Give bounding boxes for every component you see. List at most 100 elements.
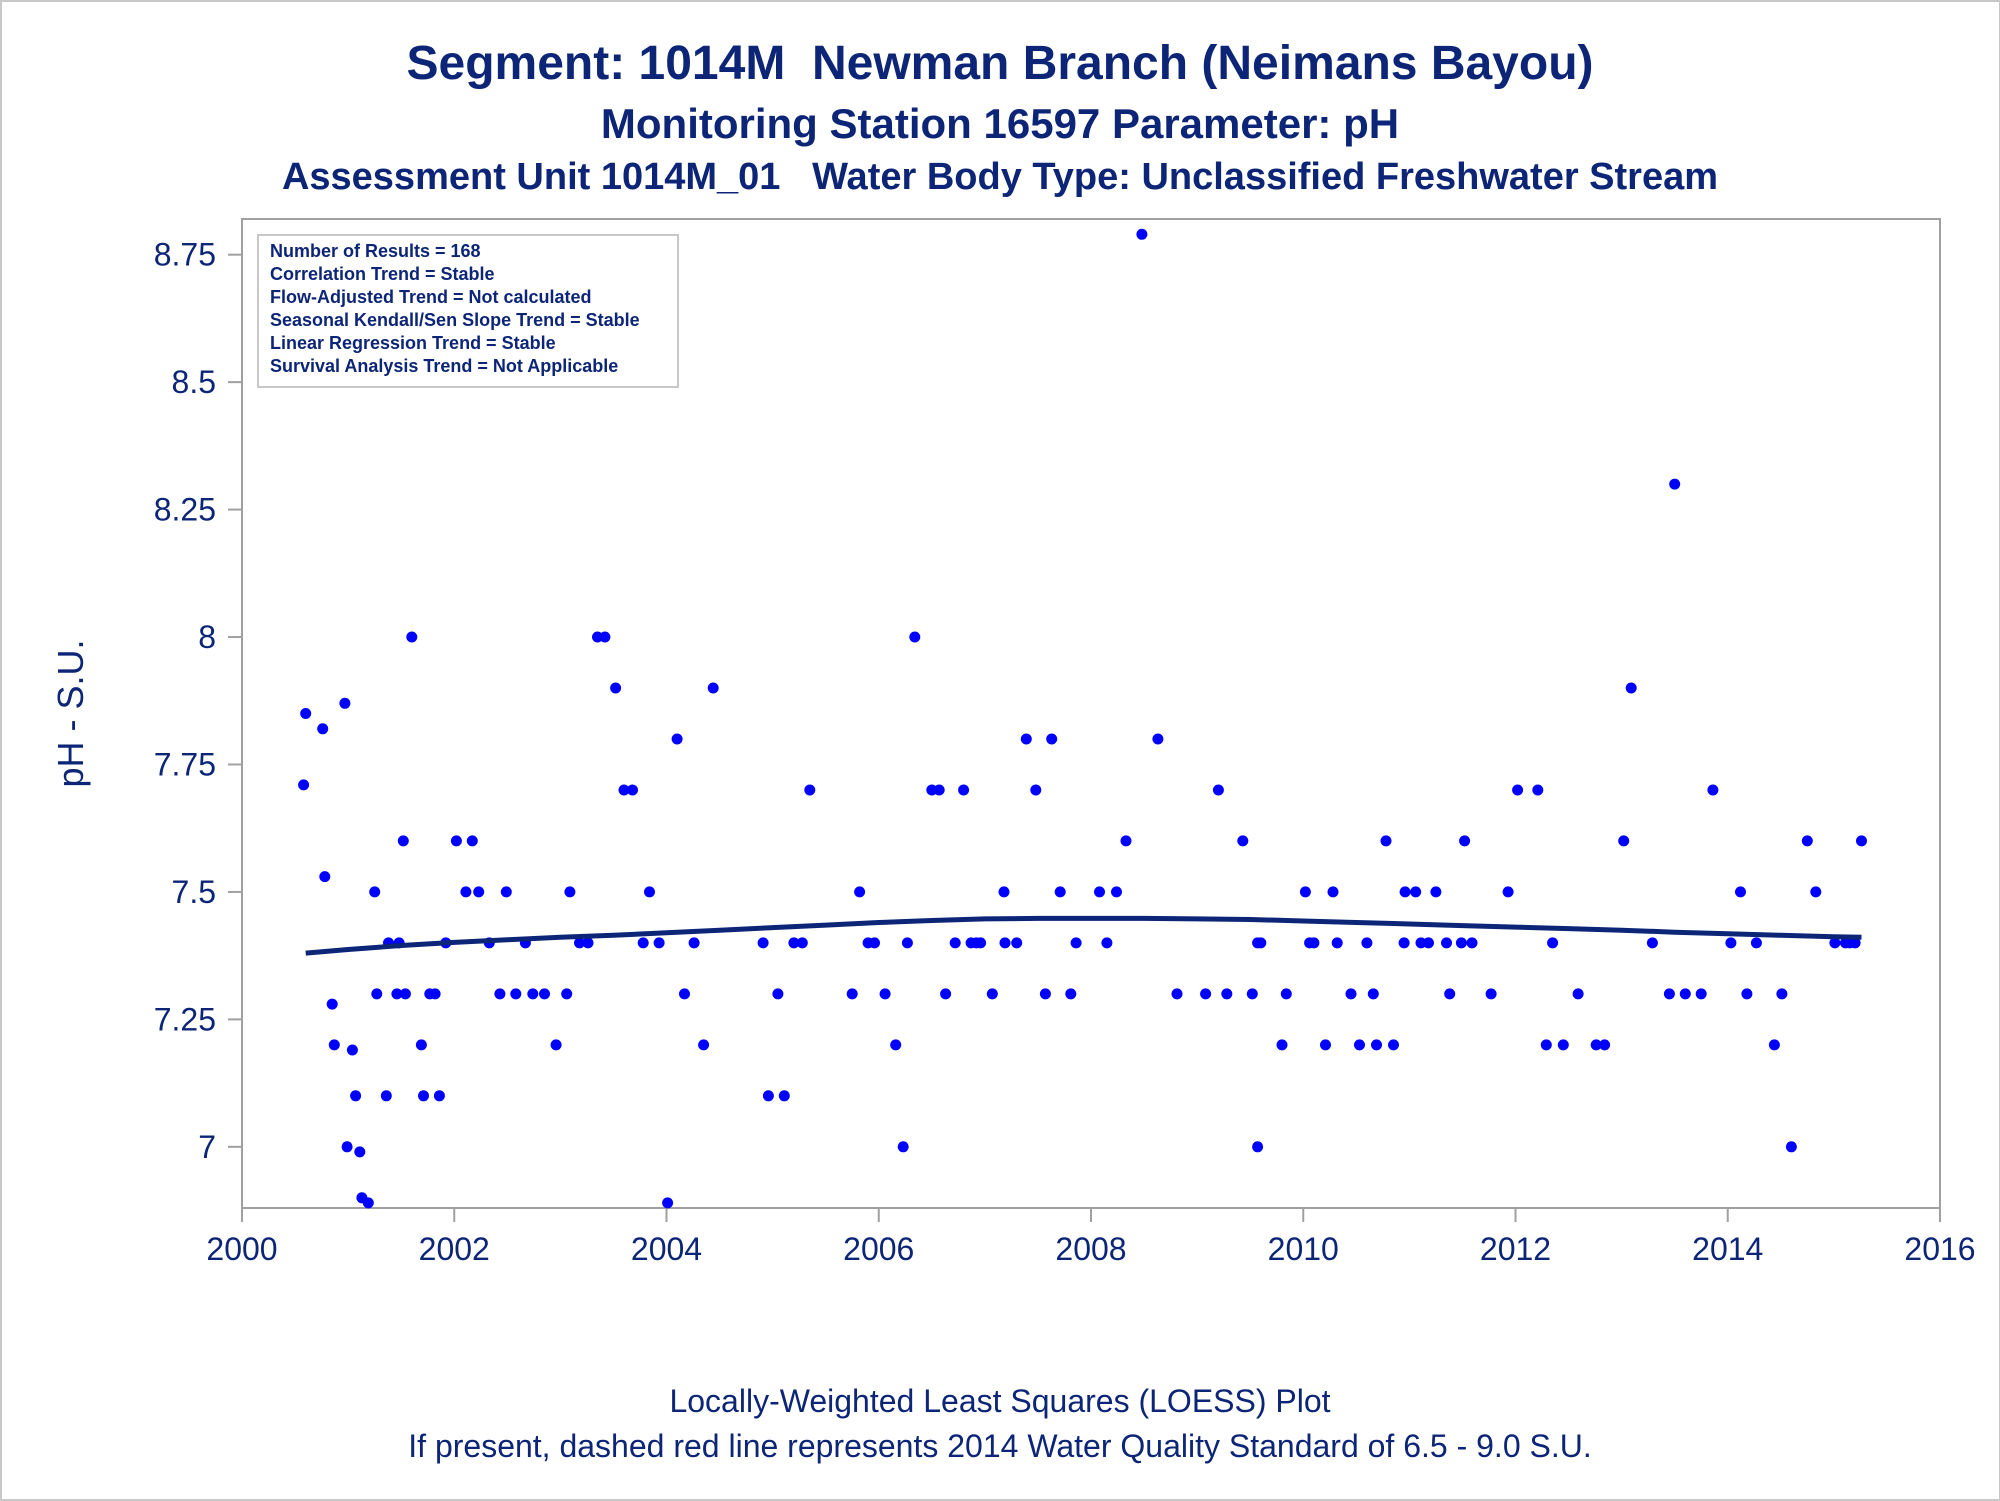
data-point xyxy=(1152,733,1164,745)
data-point xyxy=(1398,937,1410,949)
data-point xyxy=(854,886,866,898)
data-point xyxy=(1618,835,1630,847)
data-point xyxy=(418,1090,429,1102)
data-point xyxy=(1070,937,1082,949)
data-point xyxy=(1557,1039,1569,1051)
data-point xyxy=(1136,228,1148,240)
data-point xyxy=(1327,886,1339,898)
data-point xyxy=(1750,937,1762,949)
data-point xyxy=(772,988,784,1000)
footnote-plot-type: Locally-Weighted Least Squares (LOESS) P… xyxy=(669,1383,1331,1419)
data-point xyxy=(1776,988,1788,1000)
data-point xyxy=(1512,784,1524,796)
data-point xyxy=(300,708,312,719)
data-point xyxy=(1532,784,1544,796)
data-point xyxy=(637,937,649,949)
data-point xyxy=(1599,1039,1611,1051)
data-point xyxy=(399,988,411,1000)
data-point xyxy=(1101,937,1113,949)
y-tick-label: 7.5 xyxy=(172,874,216,910)
data-point xyxy=(1801,835,1813,847)
data-point xyxy=(679,988,690,1000)
data-point xyxy=(975,937,987,949)
data-point xyxy=(1171,988,1183,1000)
data-point xyxy=(999,937,1011,949)
data-point xyxy=(1849,937,1861,949)
data-point xyxy=(1572,988,1584,1000)
data-point xyxy=(298,779,310,791)
data-point xyxy=(1361,937,1373,949)
data-point xyxy=(788,937,800,949)
data-point xyxy=(527,988,539,1000)
y-tick-label: 8.5 xyxy=(172,364,216,400)
data-point xyxy=(1423,937,1434,949)
data-point xyxy=(450,835,462,847)
data-point xyxy=(1725,937,1737,949)
annotation-box xyxy=(257,234,679,388)
data-point xyxy=(662,1197,674,1209)
data-point xyxy=(510,988,522,1000)
data-point xyxy=(561,988,573,1000)
data-point xyxy=(317,723,329,735)
annotation-line-5: Linear Regression Trend = Stable xyxy=(270,333,556,353)
data-point xyxy=(1030,784,1042,796)
data-point xyxy=(1011,937,1023,949)
data-point xyxy=(369,886,381,898)
x-tick-label: 2010 xyxy=(1268,1231,1339,1267)
data-point xyxy=(473,886,485,898)
data-point xyxy=(1679,988,1691,1000)
data-point xyxy=(433,1090,445,1102)
data-point xyxy=(940,988,952,1000)
data-point xyxy=(1466,937,1478,949)
data-point xyxy=(564,886,576,898)
data-point xyxy=(958,784,970,796)
data-point xyxy=(1459,835,1471,847)
data-point xyxy=(1371,1039,1382,1051)
loess-trend-line xyxy=(305,915,1862,956)
x-tick-label: 2002 xyxy=(419,1231,490,1267)
data-point xyxy=(1829,937,1841,949)
chart-title: Segment: 1014M Newman Branch (Neimans Ba… xyxy=(406,37,1594,90)
y-tick-label: 7 xyxy=(198,1129,216,1165)
data-point xyxy=(1111,886,1122,898)
data-point xyxy=(1810,886,1822,898)
annotation-line-1: Number of Results = 168 xyxy=(270,241,481,261)
data-point xyxy=(574,937,585,949)
data-point xyxy=(341,1141,353,1153)
data-point xyxy=(1663,988,1675,1000)
data-point xyxy=(328,1039,340,1051)
data-point xyxy=(1120,835,1132,847)
data-point xyxy=(1020,733,1032,745)
data-point xyxy=(494,988,506,1000)
data-point xyxy=(1354,1039,1365,1051)
data-point xyxy=(362,1197,374,1209)
data-point xyxy=(653,937,665,949)
data-point xyxy=(1441,937,1452,949)
data-point xyxy=(339,697,351,709)
data-point xyxy=(1380,835,1392,847)
data-point xyxy=(1502,886,1514,898)
y-axis-label: pH - S.U. xyxy=(50,639,91,787)
data-point xyxy=(869,937,880,949)
x-tick-label: 2006 xyxy=(843,1231,914,1267)
data-point xyxy=(1444,988,1456,1000)
y-tick-label: 8.75 xyxy=(154,237,216,273)
data-point xyxy=(897,1141,909,1153)
data-point xyxy=(986,988,998,1000)
data-point xyxy=(1252,1141,1264,1153)
data-point xyxy=(757,937,769,949)
data-point xyxy=(380,1090,392,1102)
data-point xyxy=(354,1146,366,1158)
data-point xyxy=(326,998,338,1010)
data-point xyxy=(846,988,858,1000)
data-point xyxy=(1785,1141,1797,1153)
data-point xyxy=(346,1044,358,1056)
data-point xyxy=(933,784,945,796)
data-point xyxy=(901,937,913,949)
data-point xyxy=(1430,886,1442,898)
data-point xyxy=(1707,784,1719,796)
data-point xyxy=(1367,988,1379,1000)
data-point xyxy=(1054,886,1066,898)
data-point xyxy=(319,871,331,883)
